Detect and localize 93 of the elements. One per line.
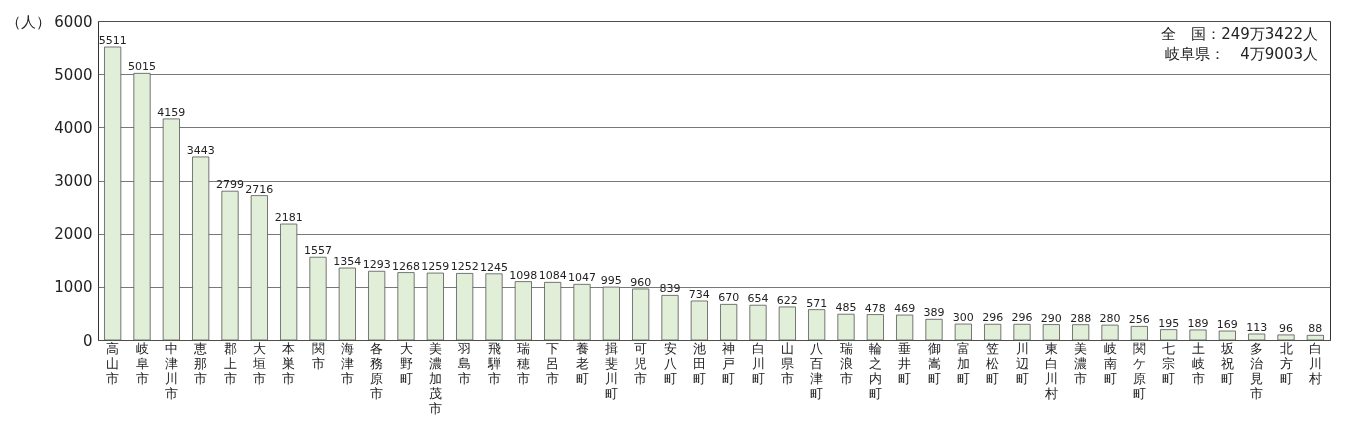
- x-tick-label: 可児市: [634, 340, 648, 386]
- data-label: 469: [894, 302, 916, 316]
- x-tick-label: 養老町: [575, 340, 589, 386]
- data-label: 478: [864, 301, 886, 315]
- data-label: 189: [1187, 316, 1209, 330]
- data-label: 2181: [274, 211, 303, 225]
- x-tick-label: 大垣市: [251, 340, 266, 386]
- data-label: 995: [600, 274, 622, 288]
- data-label: 4159: [157, 105, 186, 119]
- x-tick-label: 白川村: [1307, 340, 1322, 386]
- data-label: 290: [1040, 311, 1062, 325]
- data-label: 296: [1011, 311, 1033, 325]
- x-tick-label: 中津川市: [164, 340, 178, 401]
- x-tick-label: 岐南町: [1103, 340, 1117, 386]
- data-label: 1259: [421, 260, 450, 274]
- data-label: 1557: [304, 244, 332, 258]
- y-tick-label: 0: [82, 331, 93, 350]
- data-label: 1084: [538, 269, 567, 283]
- x-tick-label: 揖斐川町: [604, 340, 618, 401]
- x-tick-label: 美濃市: [1074, 340, 1088, 386]
- data-label: 1252: [450, 260, 479, 274]
- annotation: 全 国：249万3422人: [1161, 25, 1318, 43]
- data-label: 300: [952, 311, 974, 325]
- x-tick-label: 海津市: [340, 340, 354, 386]
- x-tick-label: 八百津町: [810, 340, 824, 401]
- x-tick-label: 北方町: [1279, 340, 1293, 386]
- data-label: 1098: [509, 268, 538, 282]
- data-label: 195: [1158, 316, 1180, 330]
- y-tick-label: 4000: [54, 118, 93, 137]
- y-tick-label: 6000: [54, 12, 93, 31]
- y-tick-label: 3000: [54, 172, 93, 190]
- x-tick-label: 坂祝町: [1219, 340, 1234, 386]
- x-tick-label: 土岐市: [1191, 340, 1205, 386]
- x-tick-label: 笠松町: [986, 340, 1000, 386]
- data-label: 2799: [216, 178, 244, 192]
- y-tick-label: 2000: [54, 225, 93, 244]
- data-label: 670: [718, 291, 740, 305]
- x-tick-label: 岐阜市: [135, 340, 149, 386]
- data-label: 1293: [362, 258, 391, 272]
- x-tick-label: 神戸町: [722, 340, 736, 386]
- y-axis-title: （人）: [5, 12, 51, 31]
- x-tick-label: 富加町: [956, 340, 970, 386]
- x-tick-label: 瑞穂市: [516, 340, 530, 386]
- x-tick-label: 郡上市: [223, 340, 237, 386]
- x-tick-label: 安八町: [663, 340, 677, 386]
- x-tick-label: 高山市: [106, 340, 120, 386]
- x-tick-label: 御嵩町: [927, 340, 941, 386]
- data-label: 734: [688, 287, 710, 301]
- data-label: 113: [1246, 320, 1268, 334]
- data-label: 5015: [128, 60, 156, 74]
- x-tick-label: 下呂市: [546, 340, 560, 386]
- x-tick-label: 恵那市: [193, 340, 208, 386]
- y-tick-label: 1000: [54, 278, 93, 297]
- annotation: 岐阜県： 4万9003人: [1165, 45, 1318, 63]
- x-tick-label: 多治見市: [1250, 340, 1264, 401]
- data-label: 485: [835, 301, 857, 315]
- x-tick-label: 川辺町: [1015, 340, 1029, 386]
- data-label: 296: [982, 311, 1004, 325]
- data-label: 3443: [186, 143, 215, 157]
- data-label: 256: [1128, 313, 1150, 327]
- x-tick-label: 東白川村: [1043, 340, 1058, 401]
- x-tick-label: 白川町: [751, 340, 765, 386]
- data-label: 389: [923, 306, 945, 320]
- data-label: 1245: [480, 260, 508, 274]
- x-tick-label: 関ケ原町: [1132, 340, 1146, 401]
- x-tick-label: 羽島市: [457, 340, 472, 386]
- data-label: 288: [1070, 311, 1092, 325]
- x-tick-label: 飛騨市: [486, 340, 501, 386]
- x-tick-label: 七宗町: [1162, 340, 1176, 386]
- x-tick-label: 各務原市: [370, 340, 384, 401]
- y-tick-label: 5000: [54, 65, 93, 84]
- data-label: 88: [1308, 322, 1323, 336]
- x-tick-label: 山県市: [780, 340, 794, 386]
- data-label: 96: [1279, 321, 1293, 335]
- data-label: 1268: [392, 259, 420, 273]
- x-tick-label: 瑞浪市: [839, 340, 853, 386]
- data-label: 622: [776, 293, 798, 307]
- data-label: 571: [806, 296, 828, 310]
- x-tick-label: 大野町: [399, 340, 413, 386]
- data-label: 5511: [98, 34, 127, 47]
- x-tick-label: 本巣市: [282, 340, 296, 386]
- x-tick-label: 美濃加茂市: [428, 340, 442, 416]
- data-label: 1354: [333, 255, 362, 269]
- data-label: 1047: [568, 271, 596, 285]
- data-label: 280: [1099, 312, 1121, 326]
- data-label: 2716: [245, 182, 274, 196]
- x-tick-label: 関市: [311, 340, 325, 371]
- data-label: 169: [1216, 318, 1238, 332]
- x-tick-label: 輪之内町: [868, 340, 882, 401]
- x-tick-label: 池田町: [692, 340, 706, 386]
- x-tick-label: 垂井町: [898, 340, 912, 386]
- data-label: 960: [630, 275, 652, 289]
- data-label: 654: [747, 292, 769, 306]
